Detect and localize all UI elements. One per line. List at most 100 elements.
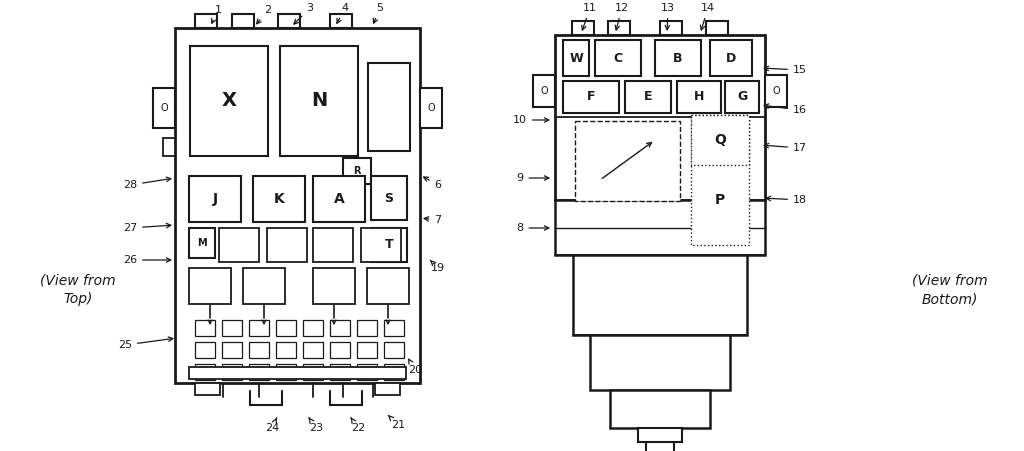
Bar — [765, 75, 787, 107]
Bar — [313, 176, 365, 222]
Bar — [195, 342, 215, 358]
Bar — [189, 228, 215, 258]
Bar — [563, 81, 618, 113]
Bar — [367, 268, 409, 304]
Bar — [357, 320, 377, 336]
Bar — [278, 14, 300, 28]
Text: 12: 12 — [615, 3, 629, 30]
Bar — [655, 40, 701, 76]
Bar — [638, 428, 682, 442]
Text: O: O — [427, 103, 435, 113]
Bar — [691, 115, 749, 245]
Text: 7: 7 — [424, 215, 441, 225]
Bar — [195, 364, 215, 380]
Bar — [232, 14, 254, 28]
Bar — [677, 81, 721, 113]
Text: O: O — [541, 86, 548, 96]
Bar — [420, 88, 442, 128]
Text: 1: 1 — [212, 5, 221, 23]
Bar — [195, 320, 215, 336]
Text: 9: 9 — [516, 173, 549, 183]
Bar — [610, 390, 710, 428]
Bar — [608, 21, 630, 35]
Bar — [384, 342, 404, 358]
Bar — [330, 14, 352, 28]
Text: F: F — [587, 91, 595, 103]
Bar — [691, 115, 749, 165]
Bar — [384, 364, 404, 380]
Text: 13: 13 — [662, 3, 675, 30]
Bar — [153, 88, 175, 128]
Bar — [595, 40, 641, 76]
Bar — [368, 63, 410, 151]
Text: K: K — [273, 192, 285, 206]
Text: 22: 22 — [351, 418, 366, 433]
Bar — [725, 81, 759, 113]
Bar — [195, 14, 217, 28]
Text: 2: 2 — [257, 5, 271, 24]
Text: 25: 25 — [118, 337, 173, 350]
Bar — [195, 383, 220, 395]
Text: 5: 5 — [374, 3, 384, 23]
Text: N: N — [311, 92, 327, 110]
Text: B: B — [673, 51, 683, 64]
Text: 24: 24 — [265, 418, 280, 433]
Bar — [219, 228, 259, 262]
Bar — [330, 364, 350, 380]
Bar — [555, 200, 765, 255]
Text: X: X — [221, 92, 237, 110]
Text: O: O — [160, 103, 168, 113]
Bar — [303, 320, 323, 336]
Bar — [590, 335, 730, 390]
Bar — [330, 342, 350, 358]
Bar — [222, 342, 242, 358]
Text: 8: 8 — [516, 223, 549, 233]
Text: 3: 3 — [294, 3, 313, 24]
Text: 15: 15 — [764, 65, 807, 75]
Bar — [276, 342, 296, 358]
Bar — [575, 121, 680, 201]
Bar — [303, 364, 323, 380]
Bar — [375, 383, 400, 395]
Bar — [163, 138, 175, 156]
Bar — [276, 320, 296, 336]
Bar — [280, 46, 358, 156]
Bar — [222, 320, 242, 336]
Bar — [371, 228, 407, 262]
Text: 17: 17 — [764, 143, 807, 153]
Text: S: S — [384, 192, 393, 204]
Text: 26: 26 — [123, 255, 171, 265]
Bar — [249, 320, 269, 336]
Bar — [710, 40, 752, 76]
Text: H: H — [694, 91, 705, 103]
Bar — [555, 35, 765, 200]
Bar — [313, 228, 353, 262]
Bar — [572, 21, 594, 35]
Bar — [222, 364, 242, 380]
Bar — [563, 40, 589, 76]
Text: 19: 19 — [430, 260, 445, 273]
Bar — [357, 364, 377, 380]
Text: 28: 28 — [123, 177, 171, 190]
Bar — [343, 158, 371, 184]
Bar — [267, 228, 307, 262]
Text: 20: 20 — [408, 359, 422, 375]
Text: 6: 6 — [424, 177, 441, 190]
Bar — [357, 342, 377, 358]
Bar — [243, 268, 285, 304]
Bar — [625, 81, 671, 113]
Bar — [660, 21, 682, 35]
Bar — [313, 268, 355, 304]
Text: O: O — [772, 86, 780, 96]
Bar — [189, 367, 406, 379]
Text: C: C — [613, 51, 623, 64]
Bar — [371, 176, 407, 220]
Text: W: W — [569, 51, 583, 64]
Bar — [189, 268, 231, 304]
Bar — [303, 342, 323, 358]
Text: T: T — [385, 239, 393, 252]
Text: 14: 14 — [700, 3, 715, 30]
Text: Q: Q — [714, 133, 726, 147]
Text: E: E — [644, 91, 652, 103]
Text: P: P — [715, 193, 725, 207]
